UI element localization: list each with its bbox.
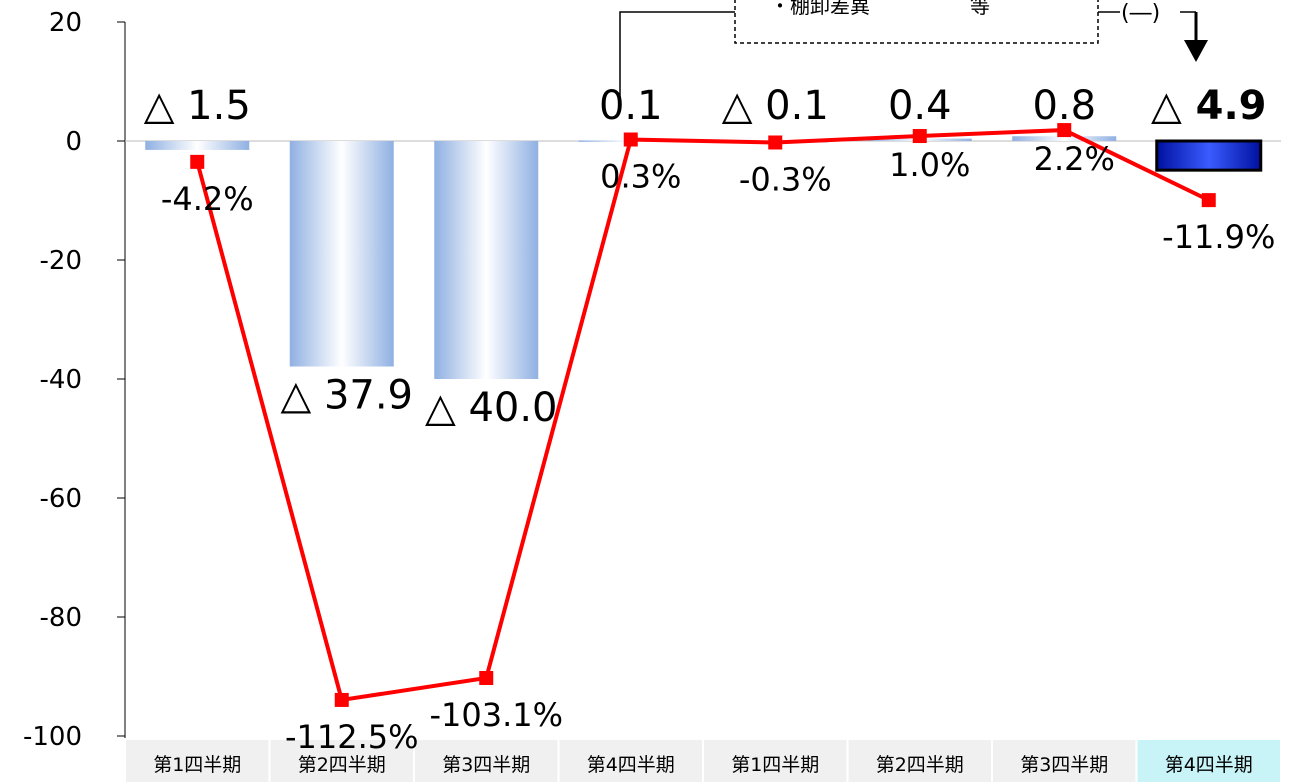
bar-value-label: △ 1.5 (144, 83, 251, 129)
ratio-value-label: -103.1% (429, 696, 563, 734)
ratio-point (768, 135, 783, 150)
y-tick-label: -80 (40, 603, 82, 633)
category-cell (126, 740, 269, 782)
ratio-line (195, 128, 1210, 703)
ratio-value-label: -112.5% (285, 718, 419, 756)
ratio-point (479, 671, 494, 685)
ratio-point (623, 132, 638, 147)
category-cell (704, 740, 847, 782)
category-cell (1137, 740, 1280, 782)
annotation-bracket-text: (―) (1121, 1, 1160, 26)
bar-value-label: △ 4.9 (1151, 83, 1267, 129)
category-label: 第3四半期 (1020, 754, 1108, 776)
category-label: 第1四半期 (731, 754, 819, 776)
category-cell (415, 740, 558, 782)
category-label: 第2四半期 (298, 754, 386, 776)
annotation-box-text: ・棚卸差異 等 (770, 0, 990, 18)
bar-value-label: △ 40.0 (425, 385, 558, 431)
bar (434, 141, 539, 379)
ratio-value-label: -0.3% (739, 160, 832, 198)
ratio-point (1201, 193, 1216, 208)
y-tick-label: -20 (40, 246, 82, 276)
bar-value-label: 0.8 (1032, 83, 1096, 129)
category-label: 第2四半期 (876, 754, 964, 776)
y-tick-label: 20 (49, 8, 82, 38)
category-cell (848, 740, 991, 782)
y-tick-label: -100 (23, 722, 82, 752)
y-tick-label: -40 (40, 365, 82, 395)
bar-value-label: △ 37.9 (280, 373, 413, 419)
category-label: 第3四半期 (442, 754, 530, 776)
bar (1155, 139, 1263, 172)
ratio-value-label: 0.3% (600, 158, 681, 196)
ratio-value-label: 1.0% (889, 146, 970, 184)
category-label: 第4四半期 (587, 754, 675, 776)
y-tick-label: -60 (40, 484, 82, 514)
ratio-value-label: -11.9% (1162, 218, 1275, 256)
category-cell (270, 740, 413, 782)
category-cell (993, 740, 1136, 782)
ratio-value-label: -4.2% (161, 180, 254, 218)
annotation-arrow-head (1184, 40, 1208, 62)
bar-value-label: 0.1 (599, 83, 663, 129)
ratio-point (912, 129, 927, 144)
bar (145, 141, 250, 150)
annotation-bracket-left (619, 11, 735, 100)
bar-value-label: 0.4 (888, 83, 952, 129)
ratio-point (334, 692, 349, 707)
annotation-box (734, 0, 1099, 44)
bar (289, 141, 394, 367)
category-label: 第1四半期 (153, 754, 241, 776)
category-label: 第4四半期 (1165, 754, 1253, 776)
bar-value-label: △ 0.1 (722, 83, 829, 129)
y-tick-label: 0 (65, 127, 82, 157)
ratio-point (1057, 123, 1072, 138)
bar (1012, 136, 1117, 141)
ratio-value-label: 2.2% (1034, 140, 1115, 178)
annotation: ・棚卸差異 等 (―) (619, 0, 1208, 100)
ratio-point (190, 154, 205, 169)
category-cell (559, 740, 702, 782)
